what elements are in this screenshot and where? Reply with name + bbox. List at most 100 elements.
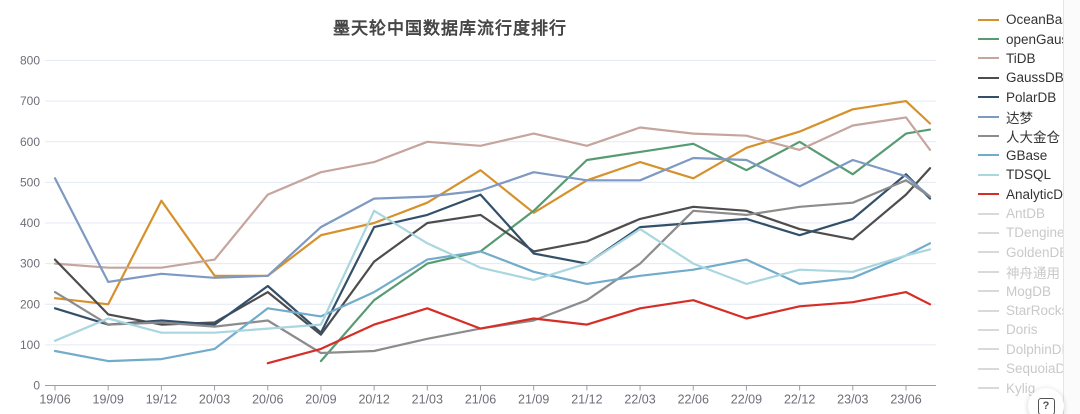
legend-label: 人大金仓 xyxy=(1006,130,1060,146)
legend-label: GoldenDB xyxy=(1006,244,1069,260)
legend-line-swatch xyxy=(978,193,999,196)
legend-item-openGauss[interactable]: openGauss xyxy=(978,29,1075,48)
legend-label: OceanBase xyxy=(1006,12,1077,28)
question-mark-icon: ? xyxy=(1037,397,1055,414)
x-axis-tick-label: 21/09 xyxy=(518,393,549,407)
y-axis-tick-label: 500 xyxy=(20,175,40,189)
legend-item-OceanBase[interactable]: OceanBase xyxy=(978,10,1077,29)
legend-label: SequoiaDB xyxy=(1006,361,1075,377)
help-button[interactable]: ? xyxy=(1028,388,1064,414)
legend-label: Doris xyxy=(1006,322,1038,338)
legend-line-swatch xyxy=(978,387,999,390)
y-axis-tick-label: 400 xyxy=(20,216,40,230)
legend-line-swatch xyxy=(978,57,999,60)
x-axis-tick-label: 19/12 xyxy=(146,393,177,407)
legend-line-swatch xyxy=(978,212,999,215)
legend-line-swatch xyxy=(978,290,999,293)
legend-item-AnalyticDB[interactable]: AnalyticDB xyxy=(978,185,1072,204)
legend-label: Kylig xyxy=(1006,380,1036,396)
x-axis-tick-label: 20/09 xyxy=(305,393,336,407)
x-axis-tick-label: 21/12 xyxy=(571,393,602,407)
legend-item-GoldenDB[interactable]: GoldenDB xyxy=(978,243,1070,262)
x-axis-tick-label: 20/03 xyxy=(199,393,230,407)
legend-line-swatch xyxy=(978,348,999,351)
series-line-openGauss xyxy=(319,128,932,363)
legend-item-Doris[interactable]: Doris xyxy=(978,320,1070,339)
legend-line-swatch xyxy=(978,231,999,234)
x-axis-tick-label: 22/03 xyxy=(624,393,655,407)
legend-item-PolarDB[interactable]: PolarDB xyxy=(978,88,1070,107)
legend-item-GBase[interactable]: GBase xyxy=(978,146,1070,165)
legend-item-SequoiaDB[interactable]: SequoiaDB xyxy=(978,359,1074,378)
legend-label: GBase xyxy=(1006,147,1048,163)
x-axis-tick-label: 22/06 xyxy=(678,393,709,407)
legend-label: PolarDB xyxy=(1006,89,1057,105)
legend-item-StarRocks[interactable]: StarRocks xyxy=(978,301,1070,320)
legend-line-swatch xyxy=(978,309,999,312)
legend-label: GaussDB xyxy=(1006,70,1064,86)
series-line-达梦 xyxy=(53,156,932,283)
legend: OceanBase openGauss TiDB GaussDB PolarDB 达梦人大… xyxy=(978,10,1077,398)
y-axis-tick-label: 100 xyxy=(20,338,40,352)
y-axis-tick-label: 800 xyxy=(20,54,40,68)
legend-line-swatch xyxy=(978,328,999,331)
legend-item-人大金仓[interactable]: 人大金仓 xyxy=(978,126,1070,145)
legend-item-神舟通用[interactable]: 神舟通用 xyxy=(978,262,1070,281)
legend-line-swatch xyxy=(978,173,999,176)
x-axis-tick-label: 20/12 xyxy=(358,393,389,407)
series-line-GBase xyxy=(53,242,932,363)
legend-label: StarRocks xyxy=(1006,303,1069,319)
legend-line-swatch xyxy=(978,135,999,138)
x-axis-tick-label: 22/09 xyxy=(731,393,762,407)
legend-line-swatch xyxy=(978,96,999,99)
legend-item-TDSQL[interactable]: TDSQL xyxy=(978,165,1070,184)
legend-label: TiDB xyxy=(1006,50,1036,66)
y-axis-tick-label: 600 xyxy=(20,135,40,149)
legend-label: 神舟通用 xyxy=(1006,265,1060,281)
series-line-GaussDB xyxy=(53,167,932,336)
x-axis-tick-label: 22/12 xyxy=(784,393,815,407)
legend-line-swatch xyxy=(978,154,999,157)
legend-item-MogDB[interactable]: MogDB xyxy=(978,281,1070,300)
series-line-TiDB xyxy=(53,116,932,269)
y-axis-tick-label: 700 xyxy=(20,94,40,108)
series-line-AnalyticDB xyxy=(266,291,932,365)
x-axis-tick-label: 23/06 xyxy=(890,393,921,407)
legend-line-swatch xyxy=(978,18,999,21)
x-axis-tick-label: 21/03 xyxy=(412,393,443,407)
legend-label: openGauss xyxy=(1006,31,1076,47)
legend-line-swatch xyxy=(978,38,999,41)
legend-item-达梦[interactable]: 达梦 xyxy=(978,107,1070,126)
legend-line-swatch xyxy=(978,76,999,79)
legend-item-AntDB[interactable]: AntDB xyxy=(978,204,1070,223)
legend-line-swatch xyxy=(978,367,999,370)
y-axis-tick-label: 300 xyxy=(20,257,40,271)
legend-label: TDengine xyxy=(1006,225,1065,241)
legend-item-DolphinDB[interactable]: DolphinDB xyxy=(978,340,1071,359)
legend-item-TDengine[interactable]: TDengine xyxy=(978,223,1070,242)
y-axis-tick-label: 0 xyxy=(33,379,40,393)
legend-line-swatch xyxy=(978,251,999,254)
x-axis-tick-label: 19/09 xyxy=(93,393,124,407)
legend-label: AntDB xyxy=(1006,206,1046,222)
legend-item-GaussDB[interactable]: GaussDB xyxy=(978,68,1070,87)
legend-label: MogDB xyxy=(1006,283,1052,299)
x-axis-tick-label: 20/06 xyxy=(252,393,283,407)
x-axis-tick-label: 21/06 xyxy=(465,393,496,407)
panel-edge xyxy=(1063,0,1080,414)
legend-item-Kylig[interactable]: Kylig xyxy=(978,378,1070,397)
chart-title: 墨天轮中国数据库流行度排行 xyxy=(333,19,567,38)
legend-label: 达梦 xyxy=(1006,110,1033,126)
legend-item-TiDB[interactable]: TiDB xyxy=(978,49,1070,68)
legend-label: TDSQL xyxy=(1006,167,1052,183)
series-line-OceanBase xyxy=(53,99,932,306)
x-axis-tick-label: 19/06 xyxy=(39,393,70,407)
legend-line-swatch xyxy=(978,115,999,118)
legend-line-swatch xyxy=(978,270,999,273)
legend-label: DolphinDB xyxy=(1006,341,1071,357)
x-axis-tick-label: 23/03 xyxy=(837,393,868,407)
series-line-PolarDB xyxy=(53,173,932,334)
y-axis-tick-label: 200 xyxy=(20,297,40,311)
